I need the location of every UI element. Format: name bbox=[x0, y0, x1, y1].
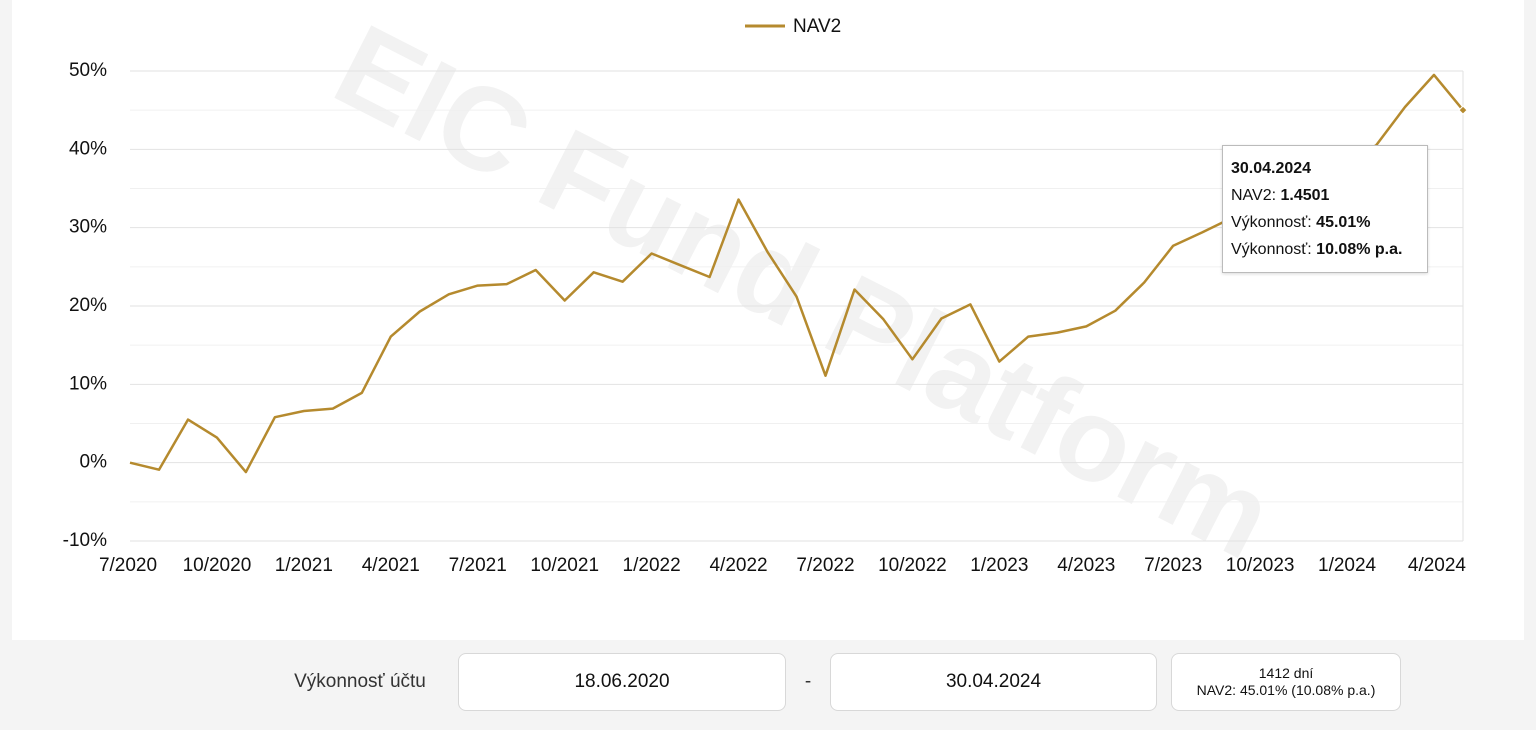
x-tick-label: 4/2023 bbox=[1057, 555, 1115, 576]
x-tick-label: 4/2022 bbox=[709, 555, 767, 576]
x-tick-label: 7/2021 bbox=[449, 555, 507, 576]
chart-card bbox=[12, 0, 1524, 640]
x-tick-label: 1/2022 bbox=[623, 555, 681, 576]
summary-text: NAV2: 45.01% (10.08% p.a.) bbox=[1196, 682, 1376, 698]
footer-label: Výkonnosť účtu bbox=[294, 671, 426, 692]
x-tick-label: 1/2021 bbox=[275, 555, 333, 576]
date-from-input[interactable]: 18.06.2020 bbox=[458, 653, 786, 711]
x-tick-label: 7/2022 bbox=[796, 555, 854, 576]
x-tick-label: 7/2023 bbox=[1144, 555, 1202, 576]
tooltip-value: 45.01% bbox=[1316, 214, 1371, 231]
y-tick-label: 30% bbox=[69, 217, 107, 238]
x-tick-label: 10/2021 bbox=[530, 555, 599, 576]
x-tick-label: 10/2023 bbox=[1226, 555, 1295, 576]
x-tick-label: 4/2024 bbox=[1408, 555, 1467, 576]
y-tick-label: 20% bbox=[69, 295, 107, 316]
date-to-input[interactable]: 30.04.2024 bbox=[830, 653, 1157, 711]
tooltip: 30.04.2024 NAV2: 1.4501 Výkonnosť: 45.01… bbox=[1222, 145, 1428, 273]
x-tick-label: 7/2020 bbox=[99, 555, 157, 576]
date-separator: - bbox=[804, 671, 812, 692]
x-tick-label: 1/2024 bbox=[1318, 555, 1377, 576]
summary: 1412 dní NAV2: 45.01% (10.08% p.a.) bbox=[1171, 653, 1401, 711]
watermark: EIC Fund Platform bbox=[316, 0, 1293, 585]
y-tick-label: -10% bbox=[63, 530, 107, 551]
x-tick-label: 10/2020 bbox=[183, 555, 252, 576]
y-tick-label: 40% bbox=[69, 138, 107, 159]
y-tick-label: 10% bbox=[69, 373, 107, 394]
hover-marker bbox=[1458, 105, 1468, 115]
tooltip-label: NAV2: bbox=[1231, 187, 1277, 204]
y-tick-label: 0% bbox=[80, 452, 108, 473]
tooltip-value: 1.4501 bbox=[1280, 187, 1330, 204]
y-tick-label: 50% bbox=[69, 60, 107, 81]
x-tick-label: 10/2022 bbox=[878, 555, 947, 576]
tooltip-label: Výkonnosť: bbox=[1231, 241, 1312, 258]
x-tick-label: 1/2023 bbox=[970, 555, 1028, 576]
tooltip-value: 10.08% p.a. bbox=[1316, 241, 1403, 258]
x-tick-label: 4/2021 bbox=[362, 555, 420, 576]
legend-label: NAV2 bbox=[793, 16, 841, 37]
tooltip-title: 30.04.2024 bbox=[1231, 160, 1312, 177]
chart: EIC Fund Platform -10% 0% 10% 20% 30% 40% 50% 7… bbox=[63, 0, 1468, 585]
tooltip-label: Výkonnosť: bbox=[1231, 214, 1312, 231]
summary-days: 1412 dní bbox=[1258, 665, 1314, 681]
